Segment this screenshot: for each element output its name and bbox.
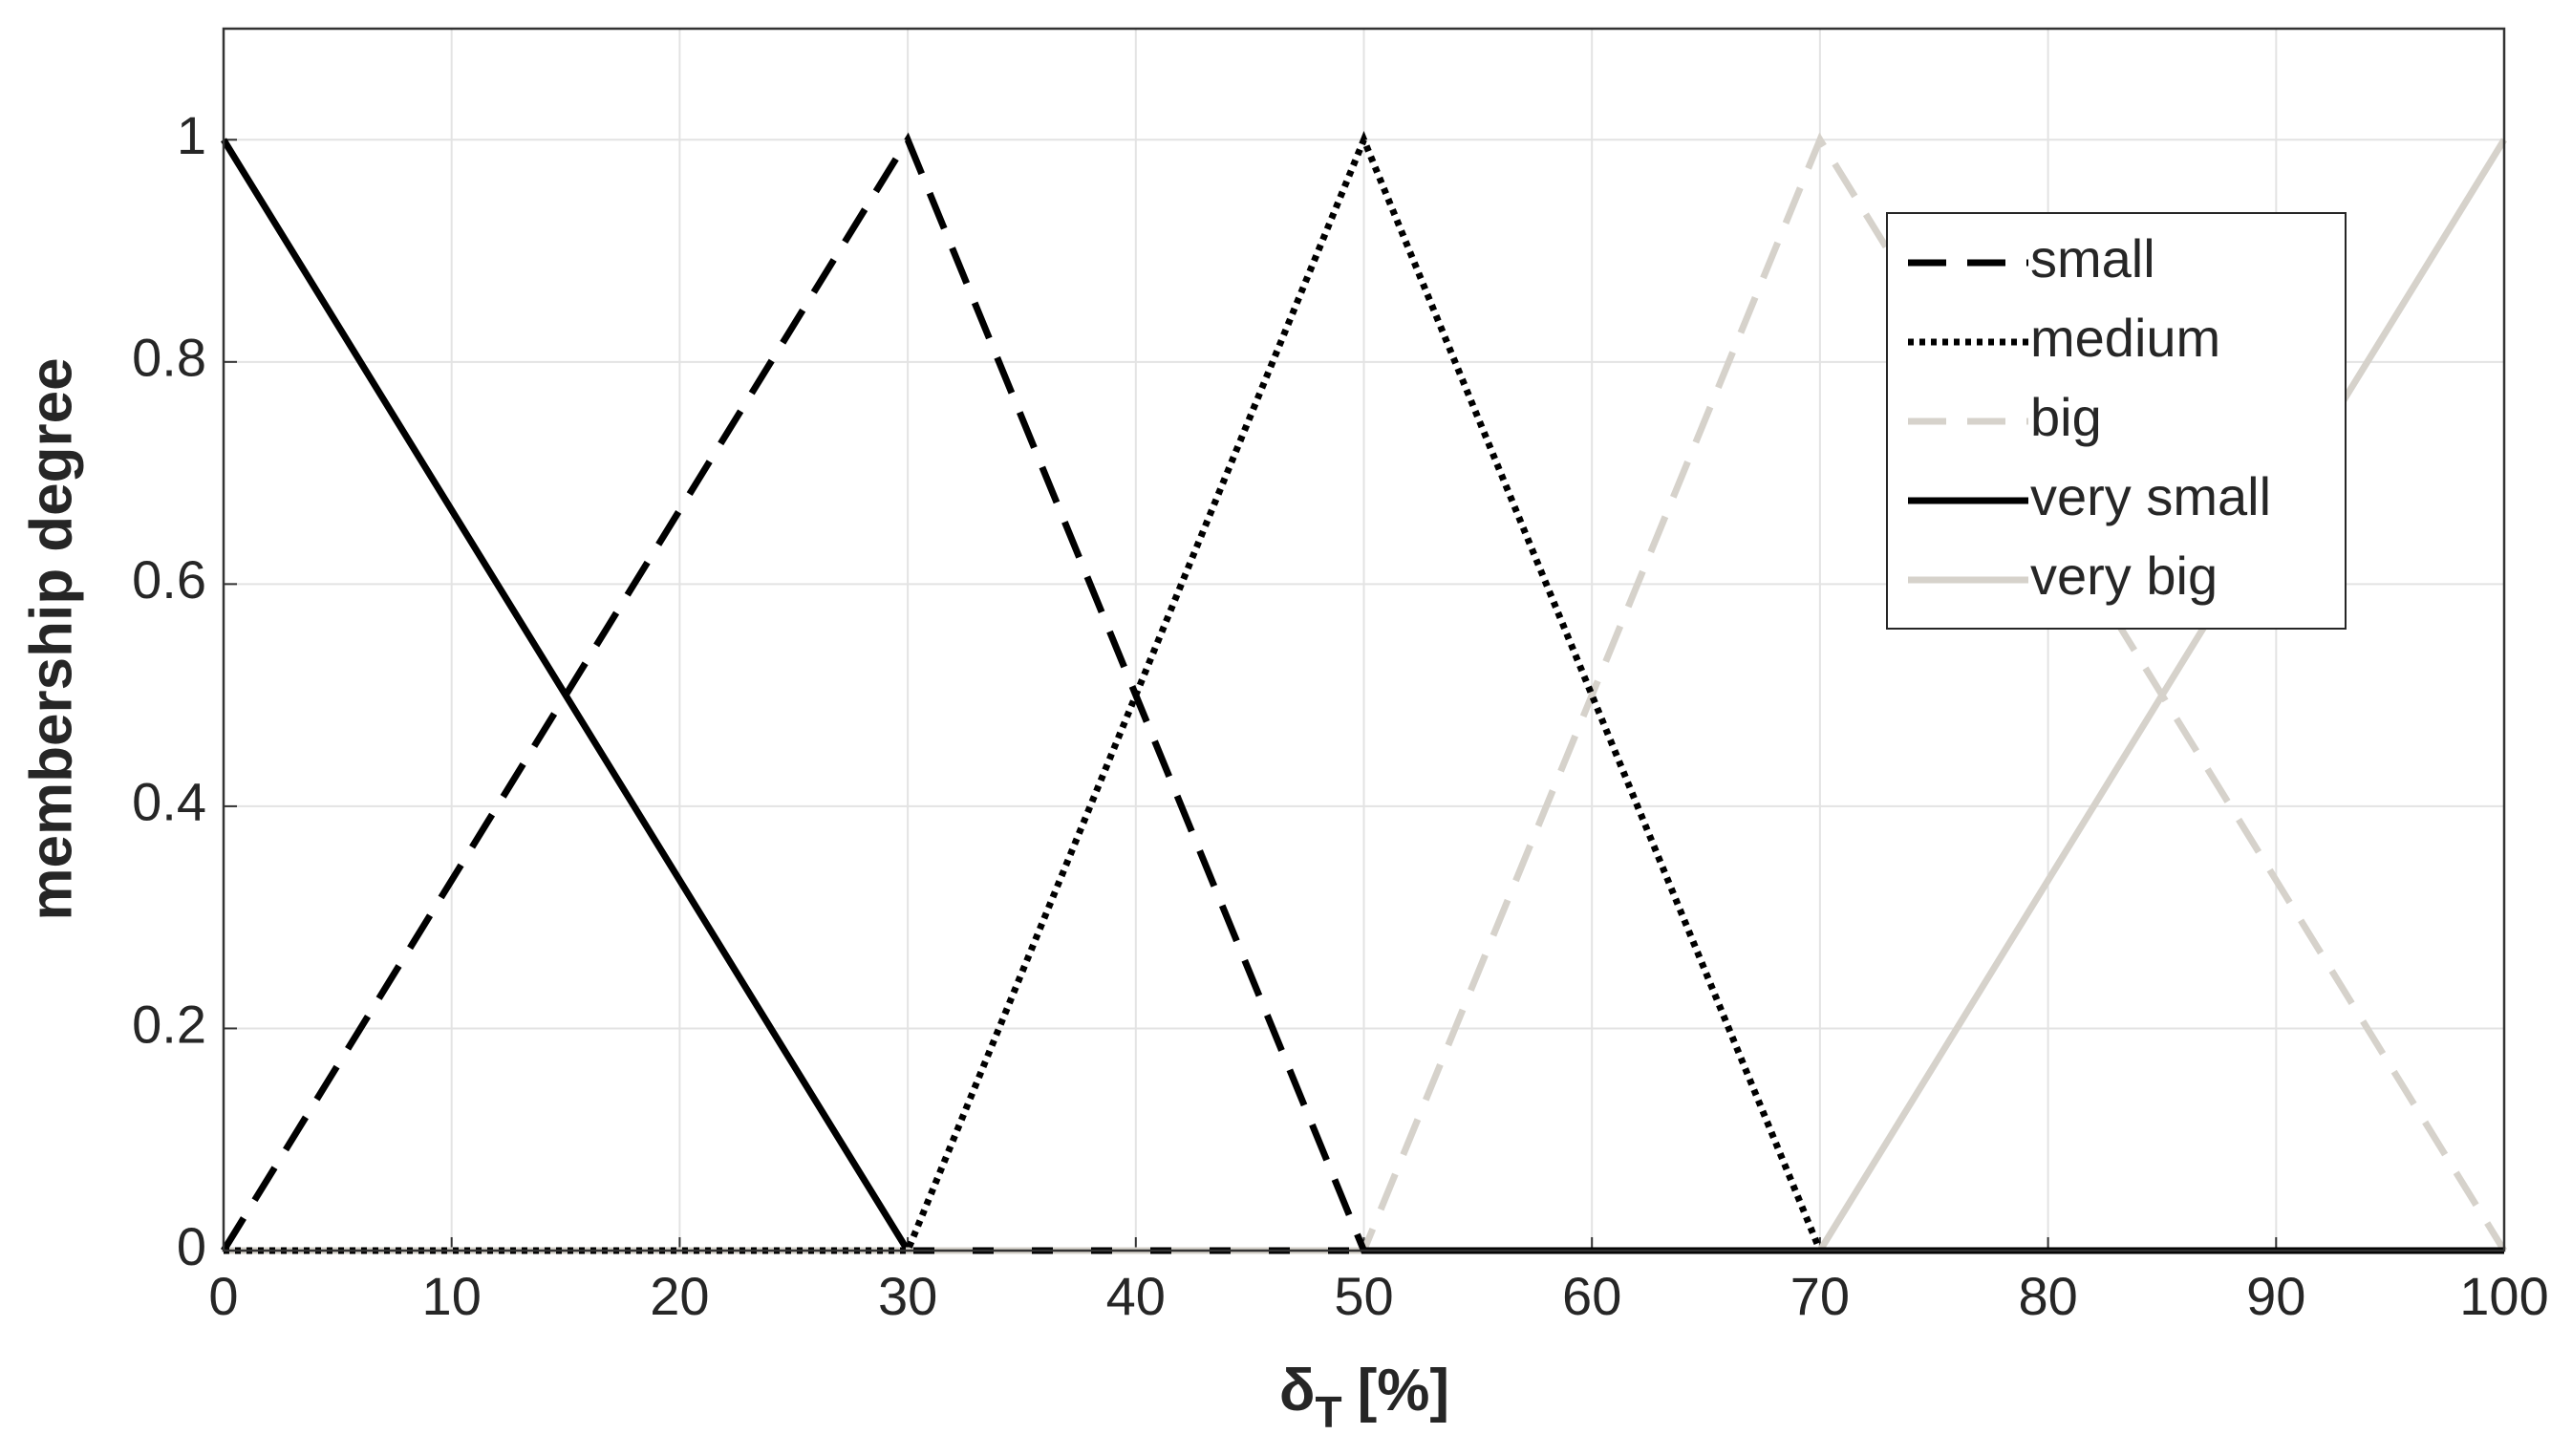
- legend-label: very small: [2030, 466, 2271, 526]
- x-tick-label: 70: [1790, 1266, 1850, 1326]
- x-tick-label: 40: [1106, 1266, 1166, 1326]
- legend-label: very big: [2030, 546, 2218, 606]
- x-axis-label: δT [%]: [1279, 1358, 1449, 1437]
- x-tick-label: 10: [422, 1266, 482, 1326]
- x-tick-label: 30: [878, 1266, 937, 1326]
- legend-label: small: [2030, 228, 2155, 289]
- y-tick-label: 0.8: [132, 328, 206, 388]
- x-tick-label: 80: [2018, 1266, 2077, 1326]
- legend-box: [1886, 212, 2347, 630]
- legend-label: medium: [2030, 308, 2220, 368]
- y-tick-label: 0.2: [132, 994, 206, 1054]
- x-label-unit: [%]: [1358, 1358, 1449, 1424]
- x-label-symbol: δ: [1279, 1358, 1316, 1424]
- x-tick-label: 50: [1334, 1266, 1393, 1326]
- axes-box: [222, 27, 2506, 1253]
- x-tick-label: 90: [2246, 1266, 2305, 1326]
- y-tick-label: 0.6: [132, 549, 206, 610]
- y-tick-label: 0.4: [132, 772, 206, 832]
- y-axis-label: membership degree: [18, 357, 84, 920]
- x-tick-label: 60: [1562, 1266, 1621, 1326]
- y-tick-label: 0: [177, 1216, 206, 1276]
- x-tick-label: 20: [650, 1266, 709, 1326]
- x-label-subscript: T: [1316, 1387, 1342, 1437]
- legend-label: big: [2030, 387, 2102, 447]
- x-tick-label: 0: [208, 1266, 238, 1326]
- x-tick-label: 100: [2459, 1266, 2548, 1326]
- y-tick-label: 1: [177, 105, 206, 165]
- series-line: [221, 132, 2504, 1254]
